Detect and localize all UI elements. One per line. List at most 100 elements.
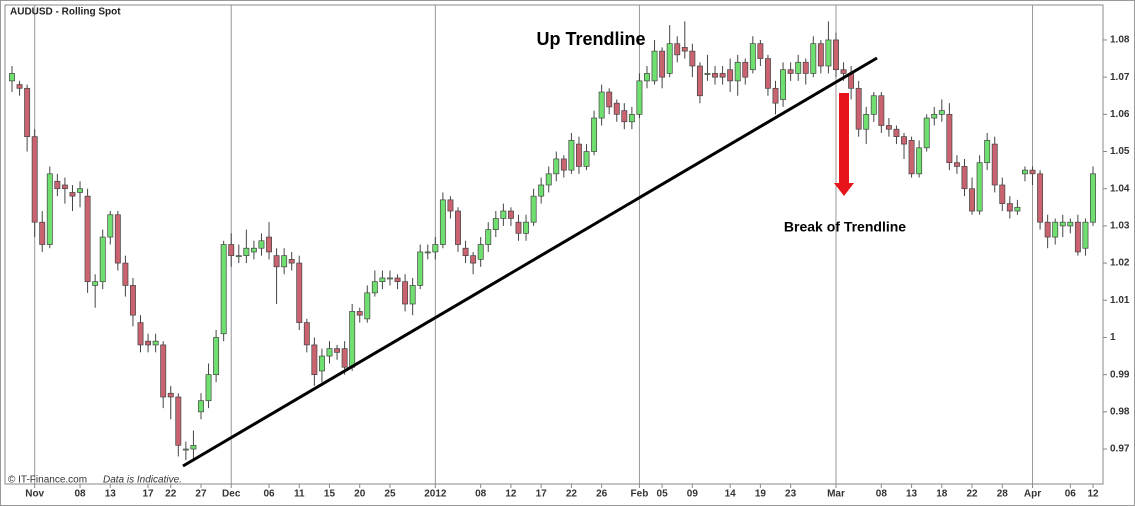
candle-body: [1082, 221, 1089, 249]
candle-body: [674, 43, 681, 56]
candle-body: [439, 199, 446, 245]
x-tick-label: 08: [74, 489, 86, 500]
candle-body: [213, 337, 220, 376]
candle-body: [916, 147, 923, 175]
y-tick-label: 1.01: [1110, 295, 1130, 306]
candle-body: [545, 173, 552, 186]
candle-body: [833, 39, 839, 71]
candle-body: [198, 400, 204, 413]
candle-body: [356, 311, 363, 316]
candle-body: [417, 251, 424, 286]
x-tick-label: 09: [687, 489, 699, 500]
candle-body: [598, 91, 605, 119]
candle-body: [258, 240, 265, 249]
x-tick-label: 08: [475, 489, 487, 500]
candle-body: [394, 277, 401, 283]
candle-body: [530, 195, 537, 223]
candle-body: [470, 255, 477, 264]
candle-body: [1059, 221, 1066, 227]
y-tick-label: 0.99: [1110, 369, 1130, 380]
candle-body: [787, 69, 794, 74]
candle-body: [432, 244, 439, 253]
candle-body: [961, 166, 968, 190]
candle-body: [885, 125, 892, 130]
candle-body: [266, 236, 272, 253]
candle-body: [167, 392, 174, 398]
candle-body: [606, 91, 613, 108]
candle-body: [371, 281, 378, 294]
candle-body: [1067, 221, 1074, 227]
candle-body: [455, 210, 461, 245]
candle-body: [31, 136, 38, 223]
x-tick-label: 22: [566, 489, 578, 500]
candle-body: [281, 255, 288, 268]
candle-body: [969, 188, 975, 212]
x-tick-label: 14: [725, 489, 737, 500]
y-tick-label: 1.07: [1110, 72, 1130, 83]
candle-body: [130, 285, 136, 316]
candle-body: [855, 87, 862, 130]
candle-body: [810, 43, 817, 74]
candle-body: [719, 73, 726, 78]
candle-body: [946, 113, 953, 164]
candle-body: [228, 244, 235, 257]
candle-body: [704, 73, 711, 75]
x-tick-label: Nov: [25, 489, 44, 500]
candle-body: [696, 65, 703, 97]
chart-title: AUDUSD - Rolling Spot: [10, 7, 121, 18]
candle-body: [802, 61, 809, 74]
candle-body: [651, 50, 658, 82]
candle-body: [780, 69, 787, 100]
candle-body: [984, 140, 991, 164]
candle-body: [689, 50, 696, 67]
candle-body: [9, 73, 15, 82]
candle-body: [477, 244, 484, 260]
candle-body: [999, 184, 1006, 204]
candle-body: [318, 355, 325, 372]
arrow-head: [834, 183, 854, 196]
candle-body: [840, 69, 847, 74]
y-tick-label: 1.08: [1110, 35, 1130, 46]
x-tick-label: 27: [195, 489, 207, 500]
candle-body: [659, 50, 666, 78]
x-tick-label: 11: [294, 489, 305, 500]
y-tick-label: 0.98: [1110, 406, 1130, 417]
x-tick-label: 26: [596, 489, 608, 500]
candle-body: [409, 285, 416, 305]
candle-body: [681, 47, 688, 52]
candle-body: [485, 229, 492, 245]
candle-body: [908, 140, 915, 175]
candle-body: [114, 214, 121, 264]
candle-body: [795, 61, 802, 74]
candle-body: [893, 128, 900, 138]
x-tick-label: 17: [536, 489, 548, 500]
plot-area: [4, 4, 1104, 485]
candle-body: [1014, 206, 1021, 212]
x-tick-label: 23: [785, 489, 797, 500]
footer-note: Data is Indicative.: [103, 475, 182, 486]
candle-body: [583, 151, 590, 167]
candle-body: [507, 210, 514, 219]
x-tick-label: 17: [143, 489, 155, 500]
x-tick-label: 22: [966, 489, 978, 500]
candle-body: [364, 292, 371, 320]
candle-body: [644, 73, 650, 82]
candle-body: [152, 340, 159, 346]
candle-body: [137, 322, 144, 346]
candle-body: [160, 344, 167, 398]
candle-body: [84, 195, 91, 283]
candle-body: [250, 247, 257, 253]
candle-body: [901, 136, 907, 145]
candle-body: [817, 43, 824, 67]
x-tick-label: 12: [505, 489, 517, 500]
candle-body: [991, 143, 998, 186]
candle-body: [16, 84, 23, 89]
candle-body: [145, 340, 152, 346]
arrow-shaft: [839, 93, 849, 185]
candle-body: [757, 43, 764, 59]
candle-body: [621, 110, 628, 123]
x-tick-label: 06: [263, 489, 275, 500]
candle-body: [190, 444, 197, 450]
candle-body: [931, 113, 938, 119]
y-tick-label: 1: [1110, 332, 1116, 343]
